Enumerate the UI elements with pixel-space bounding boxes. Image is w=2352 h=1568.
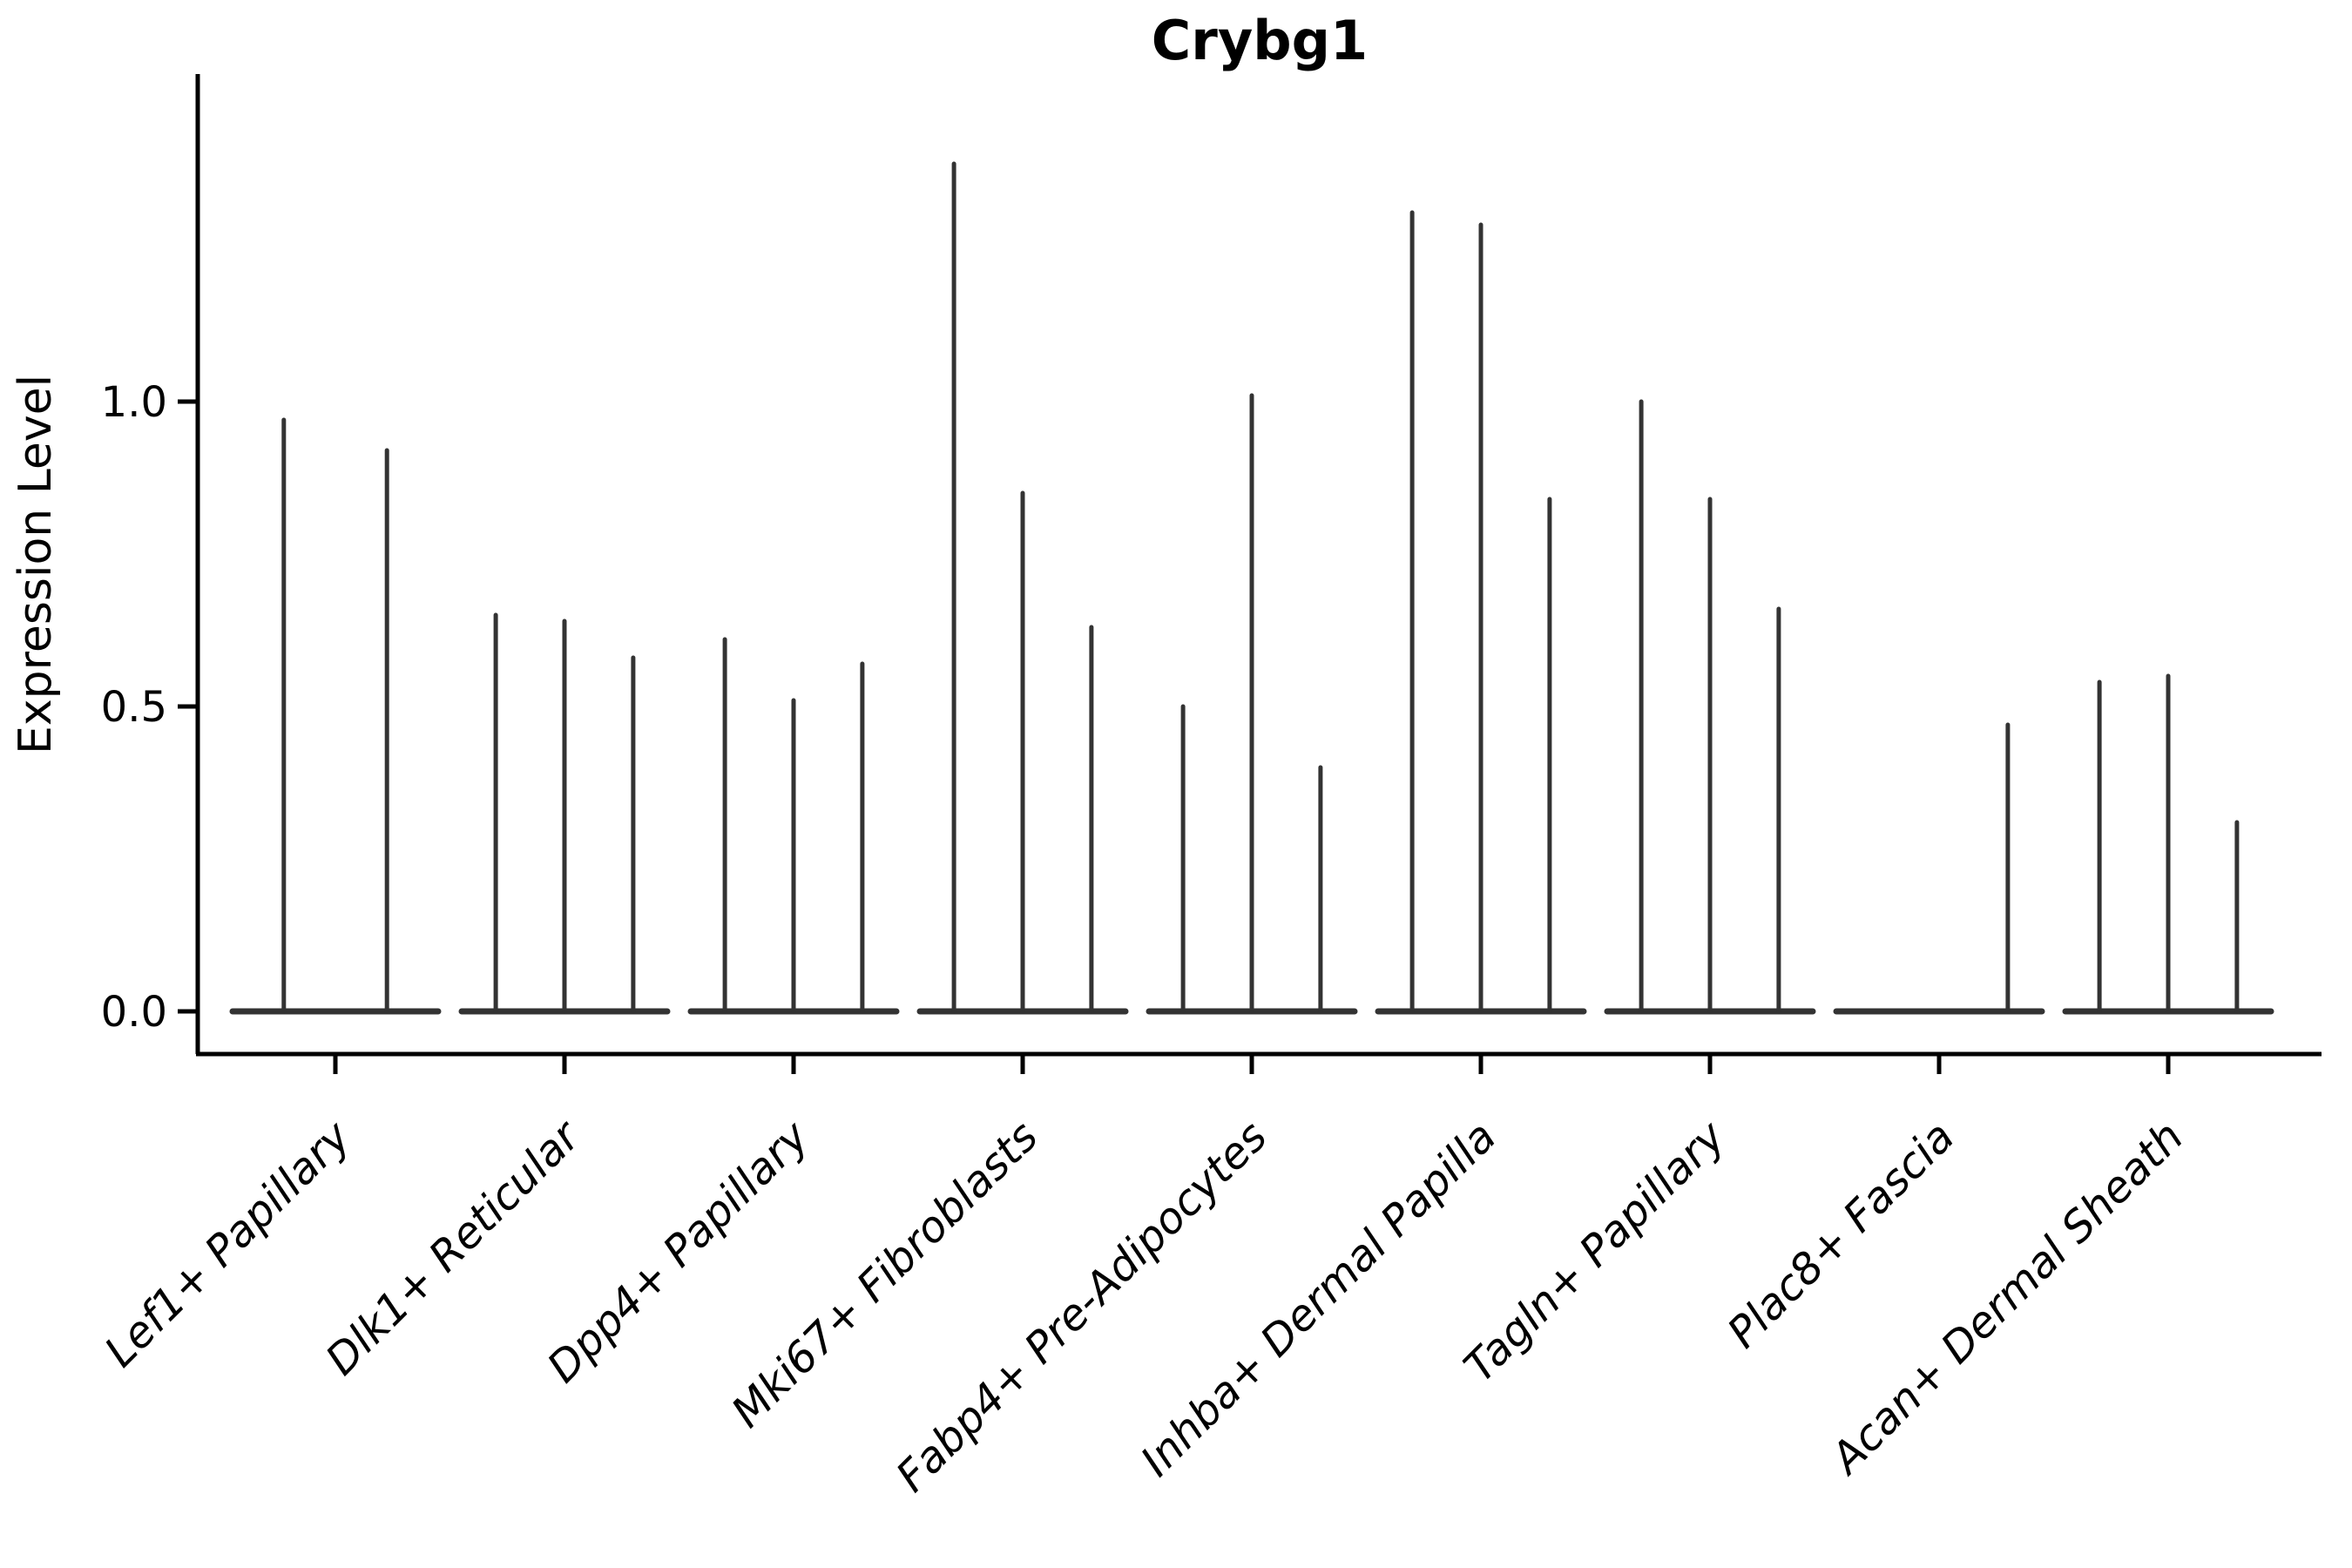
y-tick-label: 0.5 — [101, 683, 167, 732]
y-tick-label: 1.0 — [101, 378, 167, 427]
violin-group — [916, 161, 1129, 1015]
y-axis-label: Expression Level — [10, 375, 62, 754]
x-axis-category-label: Lef1+ Papillary — [95, 1111, 361, 1376]
chart-title: Crybg1 — [1152, 9, 1368, 72]
violin-group — [1146, 393, 1358, 1015]
violins — [229, 161, 2274, 1015]
x-axis-category-label: Fabp4+ Pre-Adipocytes — [887, 1112, 1277, 1502]
y-tick-label: 0.0 — [101, 988, 167, 1037]
x-axis-category-label: Dlk1+ Reticular — [316, 1110, 591, 1384]
violin-group — [229, 417, 442, 1015]
violin-group — [2062, 673, 2274, 1015]
x-axis-category-label: Plac8+ Fascia — [1718, 1112, 1963, 1357]
violin-group — [1833, 722, 2045, 1015]
axes: 0.0 0.5 1.0 — [101, 74, 2322, 1074]
violin-group — [1375, 210, 1587, 1015]
violin-group — [687, 637, 900, 1015]
violin-group — [458, 612, 671, 1015]
violin-group — [1604, 399, 1816, 1015]
